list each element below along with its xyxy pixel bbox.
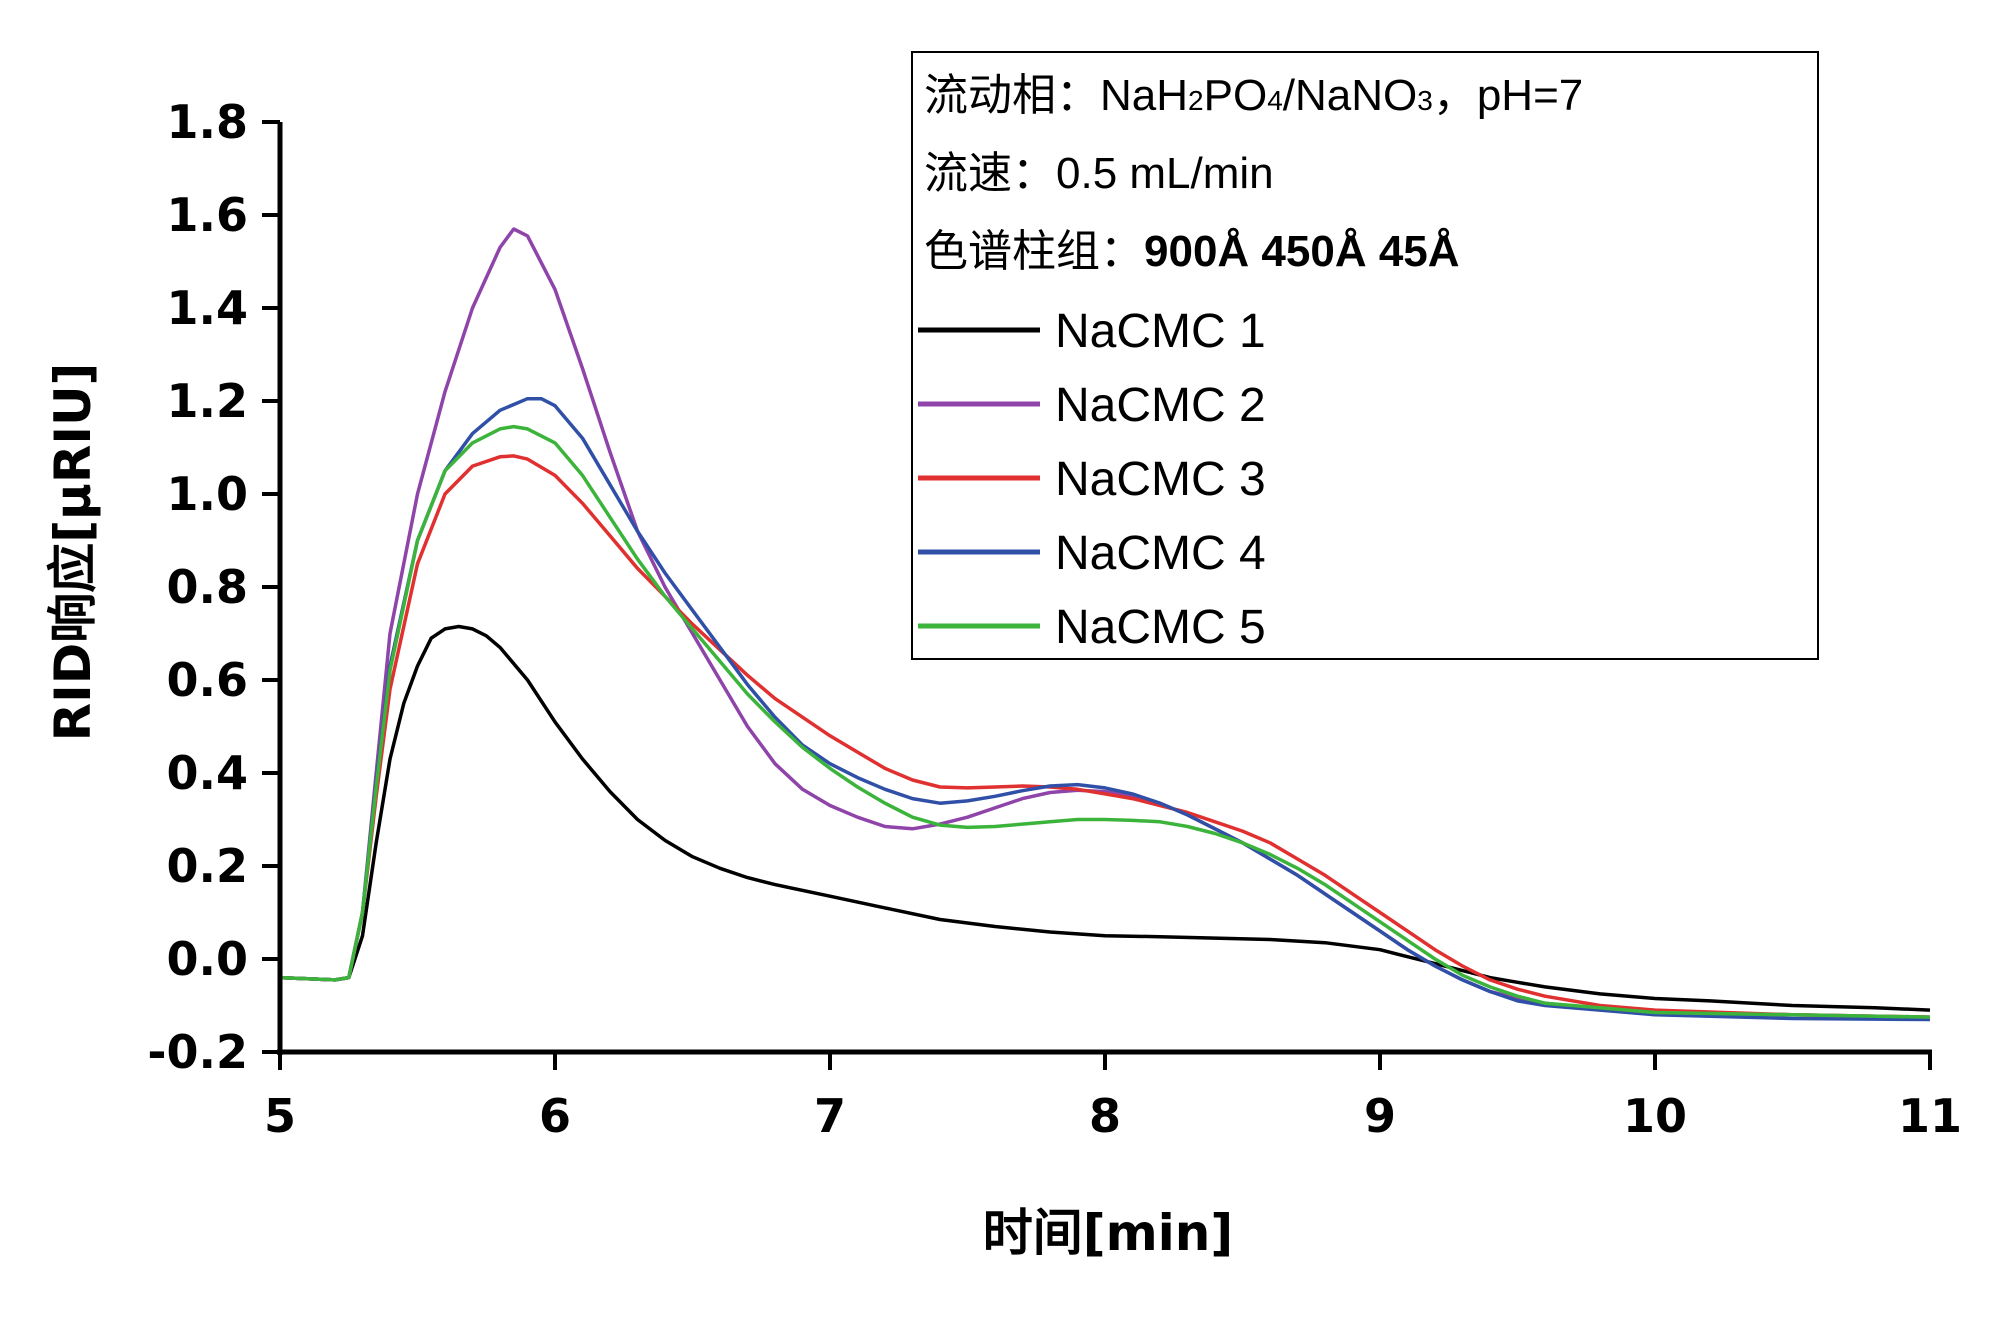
mobile-phase-sub3: 3 xyxy=(1417,85,1433,116)
mobile-phase-sub2: 4 xyxy=(1267,85,1283,116)
mobile-phase-part3: /NaNO xyxy=(1283,71,1417,120)
y-tick-label: 1.0 xyxy=(167,467,249,521)
y-tick-label: 0.8 xyxy=(167,560,249,614)
mobile-phase-annotation: 流动相：NaH2PO4/NaNO3，pH=7 xyxy=(924,71,1583,120)
x-tick-label: 8 xyxy=(1089,1089,1121,1143)
x-tick-label: 5 xyxy=(264,1089,296,1143)
x-tick-label: 6 xyxy=(539,1089,571,1143)
column-label: 色谱柱组： xyxy=(924,227,1144,276)
y-ticks: -0.2 0.0 0.2 0.4 0.6 0.8 1.0 1.2 1.4 1.6 1.8 xyxy=(147,95,280,1079)
column-annotation: 色谱柱组：900Å 450Å 45Å xyxy=(924,227,1460,276)
series-line-3 xyxy=(279,454,1931,1019)
x-tick-label: 9 xyxy=(1364,1089,1396,1143)
mobile-phase-label: 流动相： xyxy=(924,71,1100,120)
x-tick-label: 10 xyxy=(1623,1089,1687,1143)
legend: 流动相：NaH2PO4/NaNO3，pH=7 流速：0.5 mL/min 色谱柱… xyxy=(911,51,1819,660)
y-tick-label: 1.8 xyxy=(167,95,249,149)
flow-rate-annotation: 流速：0.5 mL/min xyxy=(924,149,1274,198)
y-tick-label: 1.6 xyxy=(167,188,249,242)
mobile-phase-part4: ，pH=7 xyxy=(1433,71,1583,120)
x-tick-label: 11 xyxy=(1898,1089,1962,1143)
legend-entries: NaCMC 1 NaCMC 2 NaCMC 3 NaCMC 4 NaCMC 5 xyxy=(918,305,1266,654)
y-tick-label: 1.2 xyxy=(167,374,249,428)
y-tick-label: 0.2 xyxy=(167,839,249,893)
column-value: 900Å 450Å 45Å xyxy=(1144,227,1460,276)
mobile-phase-part1: NaH xyxy=(1100,71,1188,120)
legend-label: NaCMC 3 xyxy=(1055,453,1266,506)
y-axis-title: RID响应[μRIU] xyxy=(44,363,102,742)
x-axis-title: 时间[min] xyxy=(983,1204,1234,1262)
y-tick-label: -0.2 xyxy=(147,1025,248,1079)
series-line-1 xyxy=(279,624,1931,1012)
x-tick-label: 7 xyxy=(814,1089,846,1143)
y-tick-label: 0.4 xyxy=(167,746,249,800)
legend-label: NaCMC 1 xyxy=(1055,305,1266,358)
legend-label: NaCMC 2 xyxy=(1055,379,1266,432)
y-tick-label: 1.4 xyxy=(167,281,249,335)
y-tick-label: 0.6 xyxy=(167,653,249,707)
mobile-phase-part2: PO xyxy=(1204,71,1268,120)
series-line-5 xyxy=(279,424,1931,1019)
y-tick-label: 0.0 xyxy=(167,932,249,986)
series-lines xyxy=(279,227,1931,1022)
mobile-phase-sub1: 2 xyxy=(1188,85,1204,116)
x-ticks: 5 6 7 8 9 10 11 xyxy=(264,1052,1962,1143)
series-line-4 xyxy=(279,396,1931,1022)
legend-box xyxy=(911,51,1819,660)
legend-label: NaCMC 5 xyxy=(1055,601,1266,654)
legend-label: NaCMC 4 xyxy=(1055,527,1266,580)
